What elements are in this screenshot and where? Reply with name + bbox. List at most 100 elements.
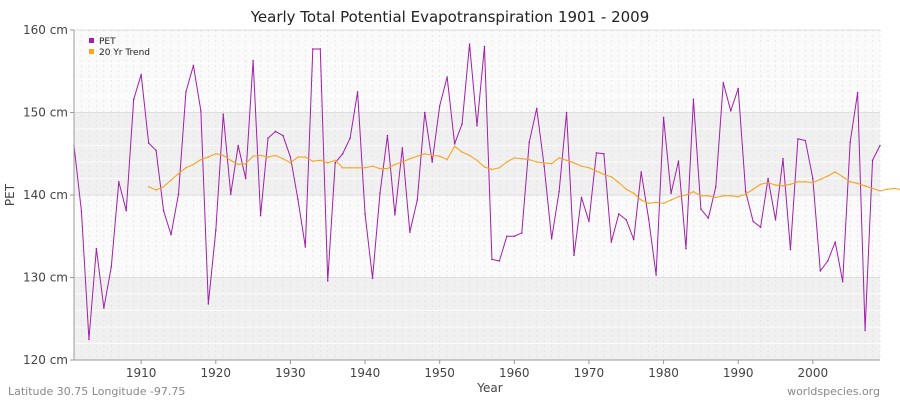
pet-point [319, 48, 322, 50]
pet-point [304, 246, 307, 248]
pet-point [267, 137, 269, 139]
x-tick-label: 1950 [424, 366, 455, 380]
pet-point [483, 45, 486, 48]
pet-point [856, 91, 859, 94]
trend-point [849, 181, 851, 183]
trend-point [453, 145, 456, 148]
trend-point [841, 176, 844, 178]
pet-point [468, 43, 471, 45]
pet-point [416, 199, 419, 201]
trend-point [573, 162, 575, 164]
trend-point [416, 155, 419, 158]
pet-point [759, 226, 762, 228]
trend-point [468, 154, 471, 157]
pet-point [834, 241, 837, 243]
pet-point [80, 210, 83, 213]
x-tick-label: 1910 [126, 366, 157, 380]
pet-point [95, 247, 98, 250]
series-layer [73, 43, 900, 341]
pet-point [677, 160, 680, 162]
trend-point [483, 166, 486, 168]
trend-point [222, 154, 225, 157]
trend-point [147, 185, 150, 188]
trend-point [192, 163, 195, 166]
trend-point [797, 181, 799, 183]
pet-point [379, 192, 381, 195]
pet-point [625, 218, 628, 221]
axes: 120 cm 130 cm 140 cm 150 cm 160 cm 1910 1920 19… [23, 23, 880, 380]
pet-point [326, 280, 329, 282]
pet-point [214, 229, 217, 232]
trend-point [334, 159, 337, 162]
pet-point [356, 91, 359, 93]
pet-point [192, 64, 195, 67]
pet-point [722, 82, 725, 84]
pet-point [237, 144, 239, 147]
plot-band [74, 277, 880, 360]
pet-point [364, 213, 366, 215]
trend-point [737, 195, 740, 198]
y-tick-label: 130 cm [23, 271, 68, 285]
pet-point [222, 113, 225, 115]
trend-point [476, 159, 478, 162]
x-tick-label: 1920 [201, 366, 232, 380]
y-tick-label: 120 cm [23, 353, 68, 367]
trend-point [252, 155, 254, 158]
trend-point [879, 190, 881, 192]
pet-point [177, 193, 180, 195]
pet-point [573, 254, 575, 257]
pet-point [767, 177, 769, 180]
trend-point [789, 183, 792, 186]
trend-point [371, 165, 374, 167]
trend-point [214, 152, 217, 155]
pet-point [155, 149, 157, 152]
series-trend-line [148, 145, 900, 204]
trend-point [326, 162, 329, 164]
pet-point [752, 220, 754, 223]
pet-point [185, 91, 187, 93]
x-tick-label: 2000 [798, 366, 829, 380]
trend-point [446, 158, 448, 161]
trend-point [520, 157, 523, 160]
pet-point [140, 73, 142, 76]
x-tick-label: 1980 [648, 366, 679, 380]
pet-point [812, 177, 814, 180]
y-tick-label: 150 cm [23, 106, 68, 120]
trend-point [565, 159, 568, 162]
pet-point [647, 218, 650, 220]
pet-point [640, 171, 642, 173]
trend-point [700, 195, 702, 197]
pet-point [259, 214, 262, 217]
trend-point [379, 167, 381, 170]
pet-point [431, 161, 434, 163]
trend-point [394, 163, 396, 166]
trend-point [386, 167, 389, 170]
pet-point [409, 231, 411, 233]
trend-point [782, 185, 784, 187]
trend-point [767, 181, 769, 184]
trend-point [349, 166, 351, 169]
chart-title: Yearly Total Potential Evapotranspiratio… [250, 8, 650, 26]
x-tick-label: 1960 [499, 366, 530, 380]
pet-point [200, 110, 202, 112]
trend-point [625, 188, 628, 191]
trend-point [513, 157, 516, 159]
pet-point [438, 105, 441, 107]
pet-point [700, 208, 702, 210]
pet-point [341, 152, 344, 155]
pet-point [162, 209, 165, 212]
pet-point [244, 177, 247, 180]
pet-point [386, 134, 389, 137]
legend-swatch-trend [89, 49, 94, 54]
trend-point [185, 166, 187, 169]
trend-point [871, 187, 874, 190]
pet-point [558, 190, 560, 193]
pet-point [334, 162, 337, 164]
pet-point [849, 141, 851, 143]
trend-point [319, 159, 322, 162]
trend-point [170, 179, 172, 181]
pet-point [864, 329, 866, 332]
pet-point [476, 124, 478, 127]
pet-point [125, 209, 128, 212]
pet-point [491, 258, 493, 261]
